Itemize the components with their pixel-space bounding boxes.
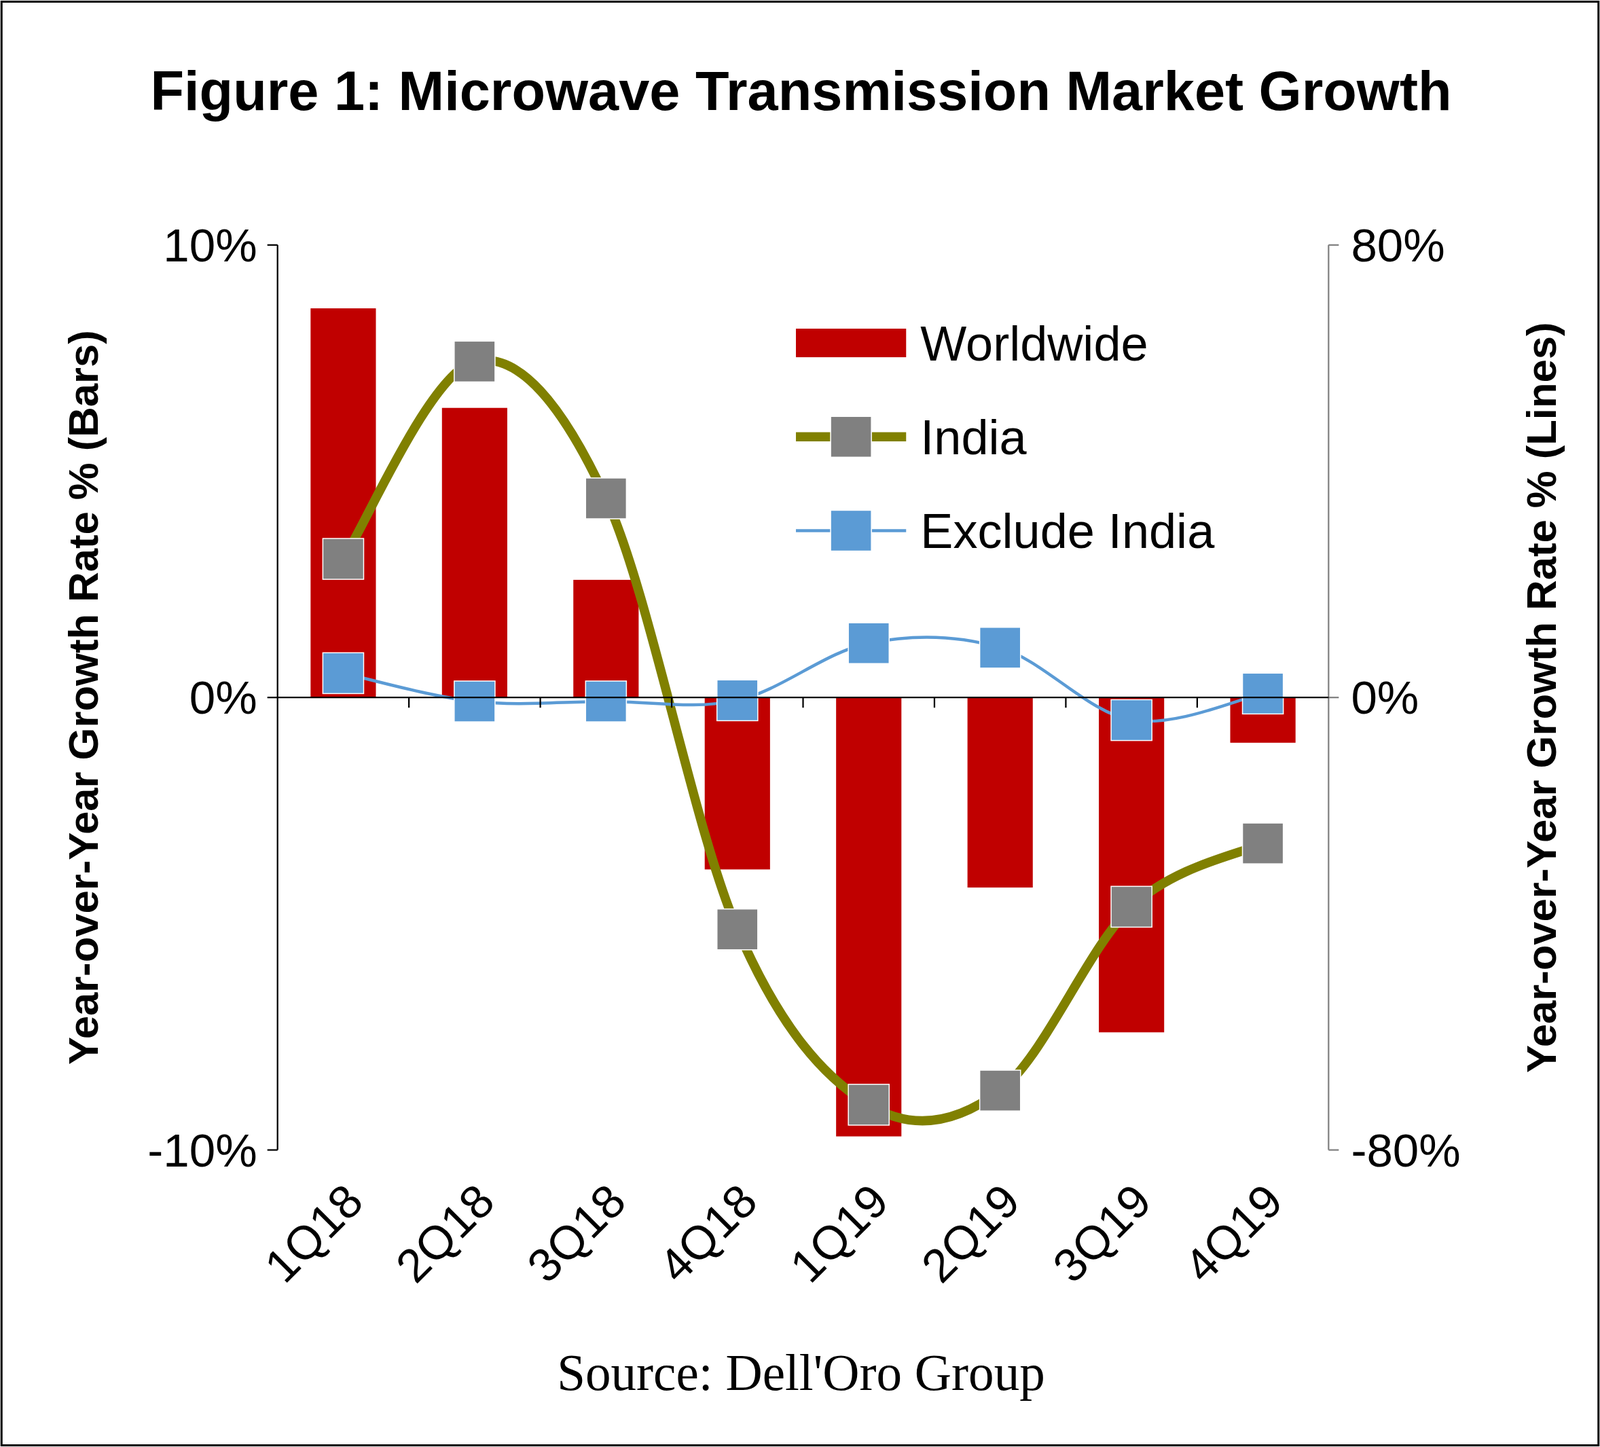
title: Figure 1: Microwave Transmission Market … xyxy=(150,60,1452,122)
marker xyxy=(717,909,758,951)
x-tick-label: 1Q19 xyxy=(779,1174,899,1294)
source: Source: Dell'Oro Group xyxy=(556,1344,1046,1402)
x-tick xyxy=(670,697,673,708)
line xyxy=(342,360,1263,1122)
y2-axis-title: Year-over-Year Growth Rate % (Lines) xyxy=(1517,321,1565,1074)
frame xyxy=(1,1,1598,1446)
marker xyxy=(454,681,496,722)
marker xyxy=(585,681,627,722)
x-tick-label: 4Q19 xyxy=(1174,1174,1294,1294)
plot-area xyxy=(310,308,1296,1137)
bar xyxy=(835,697,902,1137)
y-tick xyxy=(267,1149,278,1151)
marker xyxy=(585,478,627,519)
marker xyxy=(454,340,496,382)
y2-tick xyxy=(1328,1149,1339,1151)
marker xyxy=(322,538,364,580)
title-group: Figure 1: Microwave Transmission Market … xyxy=(150,60,1452,122)
x-tick xyxy=(1064,697,1067,708)
x-tick xyxy=(539,697,541,708)
x-tick-label: 4Q18 xyxy=(648,1174,768,1294)
x-tick-label: 3Q18 xyxy=(516,1174,636,1294)
x-tick-label: 2Q18 xyxy=(385,1174,505,1294)
legend-label: India xyxy=(920,410,1027,465)
y-axis-title: Year-over-Year Growth Rate % (Bars) xyxy=(59,330,107,1065)
y-tick xyxy=(267,244,278,246)
marker xyxy=(1242,823,1284,864)
legend-label: Exclude India xyxy=(920,503,1215,559)
marker xyxy=(717,679,758,721)
bar xyxy=(967,697,1033,888)
legend-swatch xyxy=(795,328,906,358)
x-tick xyxy=(1196,697,1198,708)
x-tick-label: 2Q19 xyxy=(911,1174,1031,1294)
marker xyxy=(979,627,1021,669)
legend-label: Worldwide xyxy=(920,316,1148,371)
marker xyxy=(979,1070,1021,1112)
bar xyxy=(442,408,508,698)
y-tick xyxy=(267,696,278,699)
y2-tick-label: -80% xyxy=(1350,1123,1461,1177)
bar xyxy=(704,697,771,870)
x-tick xyxy=(408,697,410,708)
y-tick-label: 10% xyxy=(162,218,257,272)
bar xyxy=(573,579,639,698)
legend: Worldwide India Exclude India xyxy=(795,316,1215,559)
y2-tick xyxy=(1328,696,1339,699)
bar xyxy=(1098,697,1165,1033)
x-tick-label: 1Q18 xyxy=(253,1174,373,1294)
marker xyxy=(1111,886,1152,927)
marker xyxy=(848,622,889,664)
chart: Figure 1: Microwave Transmission Market … xyxy=(0,0,1600,1447)
y2-tick xyxy=(1328,244,1339,246)
marker xyxy=(1242,673,1284,714)
legend-marker xyxy=(830,510,872,551)
legend-marker xyxy=(830,416,872,458)
x-tick-label: 3Q19 xyxy=(1042,1174,1162,1294)
x-tick xyxy=(802,697,804,708)
y2-tick-label: 80% xyxy=(1350,218,1445,272)
marker xyxy=(1111,699,1152,741)
bar xyxy=(310,308,376,698)
marker xyxy=(322,652,364,694)
y-tick-label: 0% xyxy=(189,670,258,724)
y2-tick-label: 0% xyxy=(1350,670,1419,724)
marker xyxy=(848,1084,889,1126)
x-tick xyxy=(933,697,936,708)
y-tick-label: -10% xyxy=(147,1123,257,1177)
